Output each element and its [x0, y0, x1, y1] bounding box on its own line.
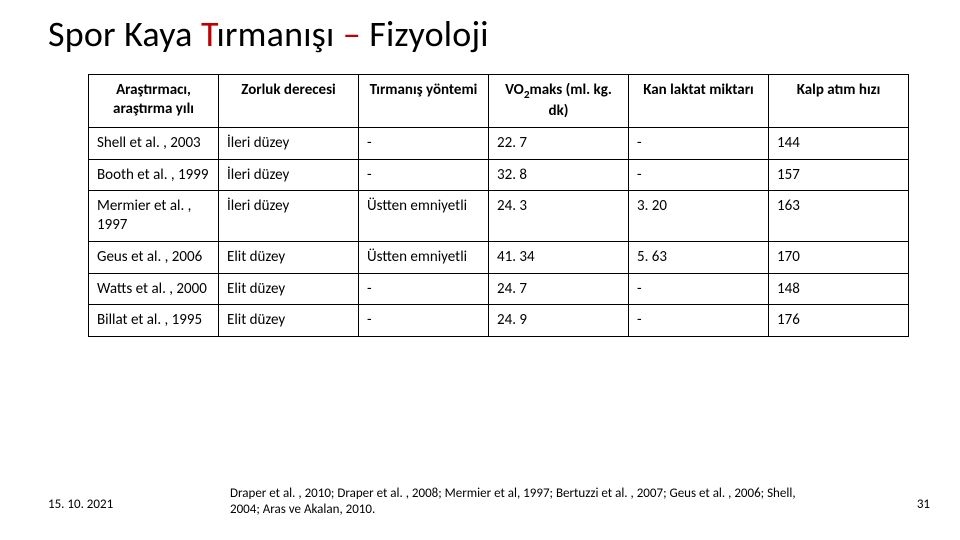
table-body: Shell et al. , 2003 İleri düzey - 22. 7 … — [89, 127, 909, 336]
cell: - — [359, 159, 489, 191]
footer-date: 15. 10. 2021 — [48, 497, 113, 512]
title-accent: – — [343, 12, 361, 56]
col-heartrate: Kalp atım hızı — [769, 75, 909, 128]
cell: Üstten emniyetli — [359, 241, 489, 273]
cell: İleri düzey — [219, 191, 359, 242]
cell: 170 — [769, 241, 909, 273]
cell: - — [629, 273, 769, 305]
cell: Üstten emniyetli — [359, 191, 489, 242]
footer-citation: Draper et al. , 2010; Draper et al. , 20… — [230, 486, 820, 519]
table-row: Watts et al. , 2000 Elit düzey - 24. 7 -… — [89, 273, 909, 305]
cell: Elit düzey — [219, 273, 359, 305]
table-row: Shell et al. , 2003 İleri düzey - 22. 7 … — [89, 127, 909, 159]
title-part: ırmanışı — [216, 12, 342, 56]
cell: 163 — [769, 191, 909, 242]
cell: Billat et al. , 1995 — [89, 305, 219, 337]
physiology-table: Araştırmacı, araştırma yılı Zorluk derec… — [88, 74, 909, 337]
cell: İleri düzey — [219, 159, 359, 191]
cell: 24. 7 — [489, 273, 629, 305]
col-lactate: Kan laktat miktarı — [629, 75, 769, 128]
page-number: 31 — [917, 497, 930, 512]
cell: İleri düzey — [219, 127, 359, 159]
cell: Mermier et al. , 1997 — [89, 191, 219, 242]
cell: Elit düzey — [219, 305, 359, 337]
cell: Geus et al. , 2006 — [89, 241, 219, 273]
cell: - — [359, 305, 489, 337]
cell: Elit düzey — [219, 241, 359, 273]
cell: - — [629, 305, 769, 337]
title-part: Fizyoloji — [361, 12, 489, 56]
cell: 176 — [769, 305, 909, 337]
table-row: Billat et al. , 1995 Elit düzey - 24. 9 … — [89, 305, 909, 337]
table-header-row: Araştırmacı, araştırma yılı Zorluk derec… — [89, 75, 909, 128]
cell: - — [359, 273, 489, 305]
col-difficulty: Zorluk derecesi — [219, 75, 359, 128]
cell: 22. 7 — [489, 127, 629, 159]
col-method: Tırmanış yöntemi — [359, 75, 489, 128]
cell: Booth et al. , 1999 — [89, 159, 219, 191]
table-row: Mermier et al. , 1997 İleri düzey Üstten… — [89, 191, 909, 242]
cell: 144 — [769, 127, 909, 159]
title-part: Spor Kaya — [48, 12, 201, 56]
cell: - — [359, 127, 489, 159]
cell: 148 — [769, 273, 909, 305]
cell: 41. 34 — [489, 241, 629, 273]
table-row: Geus et al. , 2006 Elit düzey Üstten emn… — [89, 241, 909, 273]
cell: 157 — [769, 159, 909, 191]
cell: - — [629, 127, 769, 159]
cell: 3. 20 — [629, 191, 769, 242]
cell: - — [629, 159, 769, 191]
cell: 24. 3 — [489, 191, 629, 242]
slide: Spor Kaya Tırmanışı – Fizyoloji Araştırm… — [0, 0, 960, 540]
cell: 5. 63 — [629, 241, 769, 273]
cell: Shell et al. , 2003 — [89, 127, 219, 159]
col-vo2max: VO2maks (ml. kg. dk) — [489, 75, 629, 128]
cell: 32. 8 — [489, 159, 629, 191]
col-researcher: Araştırmacı, araştırma yılı — [89, 75, 219, 128]
cell: 24. 9 — [489, 305, 629, 337]
page-title: Spor Kaya Tırmanışı – Fizyoloji — [48, 12, 912, 56]
cell: Watts et al. , 2000 — [89, 273, 219, 305]
table-row: Booth et al. , 1999 İleri düzey - 32. 8 … — [89, 159, 909, 191]
title-accent: T — [201, 12, 217, 56]
